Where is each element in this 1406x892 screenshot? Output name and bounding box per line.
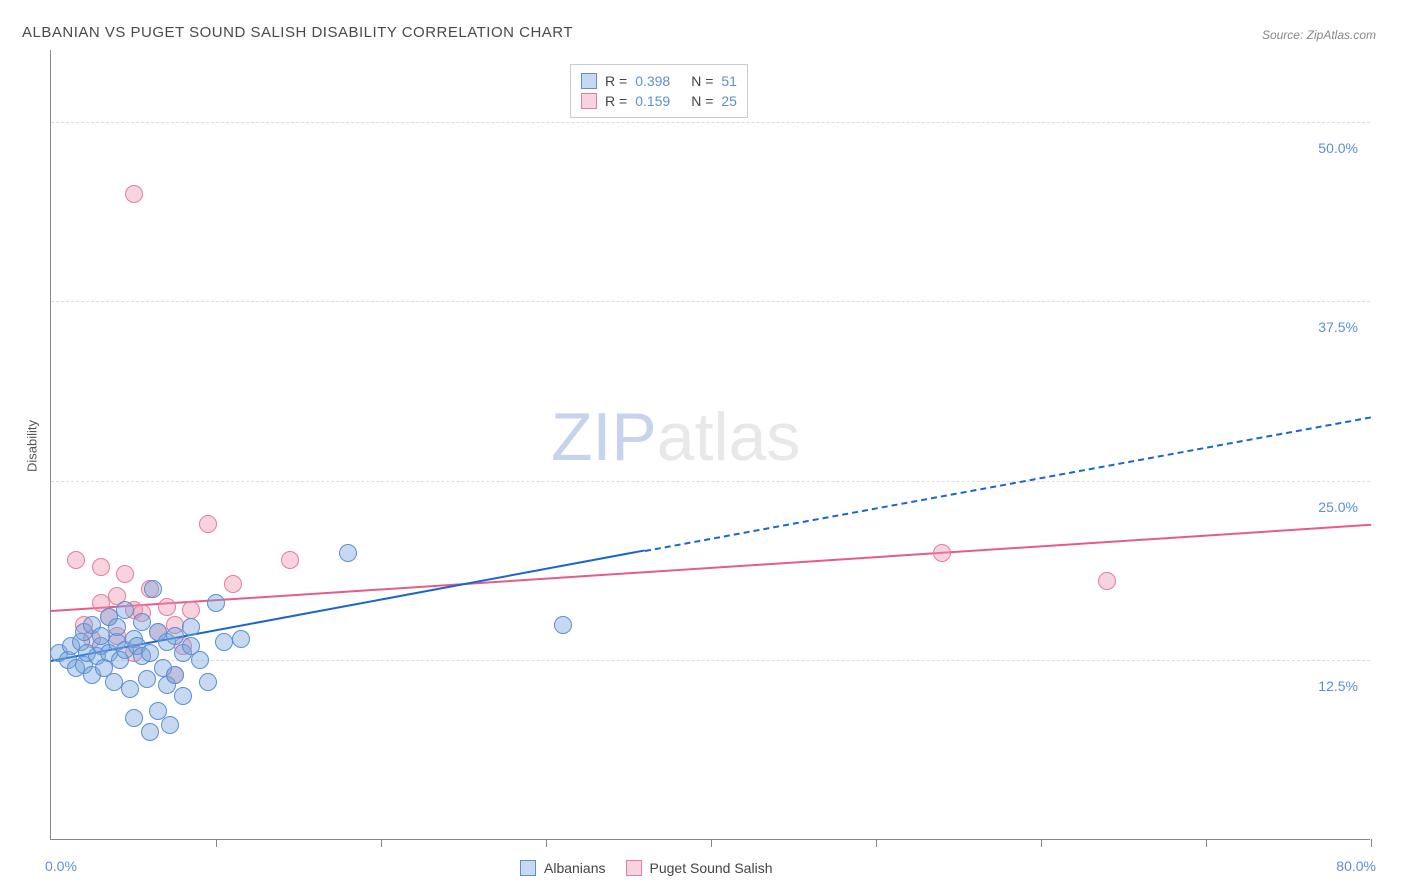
gridline-h: [51, 660, 1370, 661]
legend-r-value: 0.159: [635, 93, 683, 109]
x-tick: [1371, 839, 1372, 847]
legend-n-value: 25: [721, 93, 737, 109]
gridline-h: [51, 481, 1370, 482]
data-point: [215, 633, 233, 651]
data-point: [281, 551, 299, 569]
x-tick: [546, 839, 547, 847]
x-tick: [381, 839, 382, 847]
legend-swatch: [520, 860, 536, 876]
data-point: [108, 618, 126, 636]
x-max-label: 80.0%: [1336, 858, 1376, 874]
data-point: [224, 575, 242, 593]
data-point: [125, 709, 143, 727]
data-point: [199, 673, 217, 691]
legend-series: Albanians Puget Sound Salish: [520, 858, 772, 878]
scatter-plot: ZIPatlas 12.5% 25.0% 37.5% 50.0%: [50, 50, 1370, 840]
legend-r-label: R =: [605, 73, 627, 89]
chart-title: ALBANIAN VS PUGET SOUND SALISH DISABILIT…: [22, 24, 573, 41]
data-point: [554, 616, 572, 634]
legend-r-value: 0.398: [635, 73, 683, 89]
gridline-h: [51, 122, 1370, 123]
legend-stat-row: R = 0.398 N = 51: [581, 71, 737, 91]
legend-series-item: Puget Sound Salish: [626, 858, 773, 878]
legend-stats: R = 0.398 N = 51 R = 0.159 N = 25: [570, 64, 748, 118]
watermark-zip: ZIP: [551, 399, 657, 475]
data-point: [141, 723, 159, 741]
data-point: [125, 185, 143, 203]
x-tick: [1041, 839, 1042, 847]
y-tick-label: 37.5%: [1318, 319, 1358, 335]
legend-n-value: 51: [721, 73, 737, 89]
data-point: [161, 716, 179, 734]
x-tick: [711, 839, 712, 847]
x-min-label: 0.0%: [45, 858, 77, 874]
legend-r-label: R =: [605, 93, 627, 109]
x-tick: [1206, 839, 1207, 847]
data-point: [116, 565, 134, 583]
y-tick-label: 25.0%: [1318, 499, 1358, 515]
source-attribution: Source: ZipAtlas.com: [1262, 28, 1376, 42]
x-tick: [216, 839, 217, 847]
data-point: [166, 627, 184, 645]
y-tick-label: 50.0%: [1318, 140, 1358, 156]
legend-series-label: Puget Sound Salish: [650, 860, 773, 876]
data-point: [933, 544, 951, 562]
data-point: [105, 673, 123, 691]
data-point: [92, 558, 110, 576]
data-point: [174, 687, 192, 705]
watermark-atlas: atlas: [657, 399, 801, 475]
data-point: [339, 544, 357, 562]
x-tick: [876, 839, 877, 847]
gridline-h: [51, 301, 1370, 302]
data-point: [92, 627, 110, 645]
data-point: [182, 601, 200, 619]
legend-stat-row: R = 0.159 N = 25: [581, 91, 737, 111]
legend-swatch: [626, 860, 642, 876]
data-point: [116, 601, 134, 619]
data-point: [199, 515, 217, 533]
data-point: [158, 598, 176, 616]
y-tick-label: 12.5%: [1318, 678, 1358, 694]
data-point: [121, 680, 139, 698]
watermark: ZIPatlas: [551, 398, 800, 476]
data-point: [191, 651, 209, 669]
data-point: [182, 618, 200, 636]
data-point: [1098, 572, 1116, 590]
data-point: [133, 613, 151, 631]
data-point: [67, 551, 85, 569]
legend-series-item: Albanians: [520, 858, 606, 878]
legend-n-label: N =: [691, 73, 713, 89]
data-point: [166, 666, 184, 684]
data-point: [141, 644, 159, 662]
data-point: [144, 580, 162, 598]
y-axis-label: Disability: [25, 420, 40, 472]
legend-swatch: [581, 93, 597, 109]
legend-swatch: [581, 73, 597, 89]
data-point: [232, 630, 250, 648]
data-point: [207, 594, 225, 612]
legend-series-label: Albanians: [544, 860, 606, 876]
data-point: [138, 670, 156, 688]
legend-n-label: N =: [691, 93, 713, 109]
